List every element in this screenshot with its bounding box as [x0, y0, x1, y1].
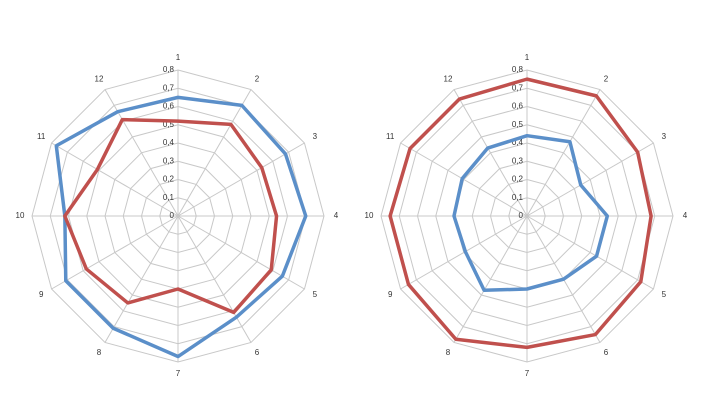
- tick-label: 0,8: [163, 65, 175, 74]
- category-label: 5: [662, 290, 667, 299]
- spoke: [526, 89, 601, 217]
- spoke: [51, 215, 179, 290]
- tick-label: 0,3: [163, 156, 175, 165]
- tick-label: 0,8: [512, 65, 524, 74]
- series-line: [388, 77, 653, 350]
- category-label: 11: [386, 132, 395, 141]
- spoke: [453, 215, 528, 343]
- category-label: 4: [683, 211, 688, 220]
- spoke: [177, 89, 252, 217]
- tick-label: 0,5: [163, 120, 175, 129]
- spoke: [453, 89, 528, 217]
- category-label: 2: [604, 74, 609, 83]
- tick-label: 0,4: [512, 138, 524, 147]
- spoke: [177, 215, 252, 343]
- tick-label: 0,7: [163, 83, 175, 92]
- category-label: 7: [525, 369, 530, 378]
- category-label: 1: [176, 53, 181, 62]
- tick-label: 0: [519, 211, 524, 220]
- category-label: 1: [525, 53, 530, 62]
- tick-label: 0,5: [512, 120, 524, 129]
- category-label: 8: [446, 348, 451, 357]
- category-label: 9: [39, 290, 44, 299]
- tick-label: 0,7: [512, 83, 524, 92]
- category-label: 7: [176, 369, 181, 378]
- category-label: 6: [604, 348, 609, 357]
- category-label: 5: [313, 290, 318, 299]
- series-line: [63, 117, 279, 315]
- category-label: 6: [255, 348, 260, 357]
- tick-label: 0,6: [512, 102, 524, 111]
- category-label: 12: [444, 74, 453, 83]
- tick-label: 0,1: [512, 193, 524, 202]
- spoke: [526, 142, 654, 217]
- category-label: 4: [334, 211, 339, 220]
- category-label: 3: [313, 132, 318, 141]
- category-label: 11: [37, 132, 46, 141]
- tick-label: 0,3: [512, 156, 524, 165]
- series-line: [452, 133, 610, 293]
- category-label: 10: [16, 211, 25, 220]
- spoke: [400, 215, 528, 290]
- series-line: [54, 95, 308, 359]
- category-label: 8: [97, 348, 102, 357]
- tick-label: 0,1: [163, 193, 175, 202]
- category-label: 9: [388, 290, 393, 299]
- spoke: [51, 142, 179, 217]
- spoke: [177, 142, 305, 217]
- tick-label: 0: [170, 211, 175, 220]
- tick-label: 0,2: [163, 175, 175, 184]
- category-label: 12: [95, 74, 104, 83]
- tick-label: 0,2: [512, 175, 524, 184]
- tick-label: 0,4: [163, 138, 175, 147]
- spoke: [526, 215, 654, 290]
- category-label: 3: [662, 132, 667, 141]
- spoke: [104, 215, 179, 343]
- category-label: 10: [365, 211, 374, 220]
- tick-label: 0,6: [163, 102, 175, 111]
- category-label: 2: [255, 74, 260, 83]
